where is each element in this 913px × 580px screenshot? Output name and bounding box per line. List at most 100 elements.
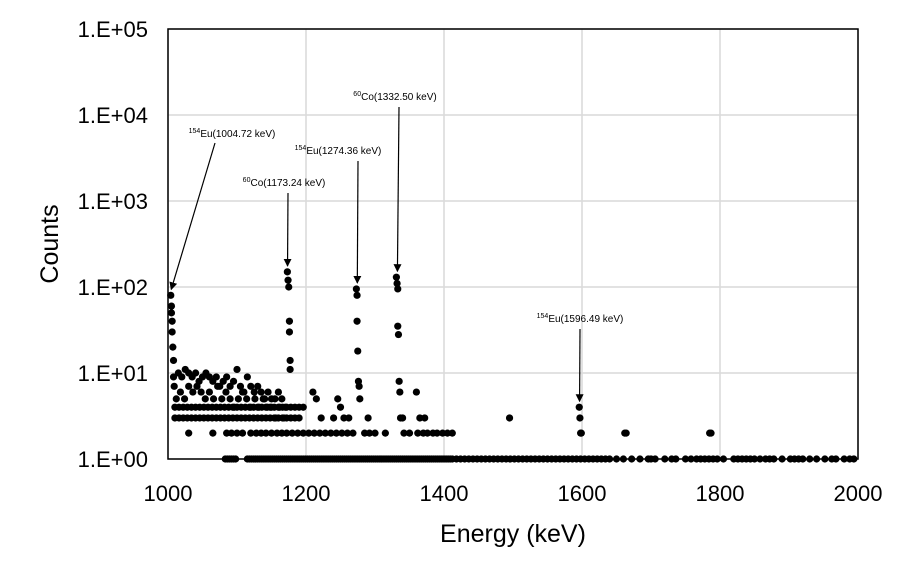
data-point — [294, 429, 302, 437]
data-point — [412, 388, 420, 396]
data-point — [336, 403, 345, 411]
data-point — [212, 373, 220, 381]
x-tick-label: 2000 — [834, 481, 883, 506]
data-point — [214, 382, 222, 390]
data-point — [243, 373, 251, 381]
data-point — [356, 395, 364, 403]
data-point — [218, 395, 226, 403]
data-point — [172, 395, 180, 403]
data-point — [343, 429, 351, 437]
x-axis-label: Energy (keV) — [440, 520, 586, 548]
data-point — [176, 388, 185, 396]
data-point — [338, 429, 346, 437]
data-point — [185, 382, 193, 390]
data-point — [396, 388, 404, 396]
peak-annotation: 154Eu(1004.72 keV) — [169, 128, 276, 291]
data-point — [251, 395, 259, 403]
data-point — [285, 283, 293, 291]
data-point — [505, 414, 514, 422]
data-point — [257, 388, 265, 396]
y-tick-label: 1.E+01 — [78, 361, 148, 386]
data-point — [262, 429, 270, 437]
data-point — [285, 317, 294, 325]
data-point — [201, 395, 209, 403]
data-point — [167, 291, 175, 299]
data-point — [284, 276, 292, 284]
data-point — [271, 395, 279, 403]
data-point — [353, 317, 361, 325]
data-point — [421, 414, 429, 422]
data-point — [197, 388, 205, 396]
x-tick-label: 1600 — [558, 481, 607, 506]
data-point — [285, 328, 294, 336]
data-point — [400, 429, 408, 437]
peak-annotation-label: 60Co(1173.24 keV) — [243, 177, 326, 189]
data-point — [299, 429, 307, 437]
data-point — [278, 395, 286, 403]
data-point — [286, 356, 294, 365]
data-point — [299, 403, 307, 411]
data-point — [305, 429, 313, 437]
data-points — [167, 268, 858, 463]
data-point — [267, 429, 276, 437]
x-tick-label: 1200 — [282, 481, 331, 506]
y-tick-label: 1.E+00 — [78, 447, 148, 472]
data-point — [393, 279, 401, 288]
data-point — [364, 414, 372, 422]
data-point — [170, 382, 178, 390]
data-point — [168, 317, 176, 325]
data-point — [622, 429, 630, 437]
data-point — [185, 429, 193, 437]
peak-annotation: 154Eu(1274.36 keV) — [295, 145, 381, 284]
data-point — [247, 382, 255, 390]
x-tick-label: 1400 — [420, 481, 469, 506]
data-point — [180, 395, 189, 403]
peak-annotation-label: 154Eu(1596.49 keV) — [537, 313, 624, 325]
data-point — [243, 395, 251, 403]
plot-area — [167, 28, 859, 460]
data-point — [169, 373, 178, 381]
x-tick-label: 1000 — [144, 481, 193, 506]
y-axis-tick-labels: 1.E+00 1.E+01 1.E+02 1.E+03 1.E+04 1.E+05 — [78, 17, 148, 472]
data-point — [205, 388, 213, 396]
data-point — [247, 429, 255, 437]
data-point — [354, 347, 362, 355]
data-point — [209, 429, 217, 437]
data-point — [222, 388, 230, 396]
data-point — [399, 414, 407, 422]
grid — [167, 28, 859, 460]
data-point — [316, 429, 324, 437]
data-point — [330, 414, 338, 422]
peak-annotation-label: 154Eu(1004.72 keV) — [189, 128, 276, 140]
data-point — [365, 429, 374, 437]
data-point — [223, 373, 231, 381]
data-point — [433, 429, 441, 437]
data-point — [381, 429, 389, 437]
peak-annotation-label: 60Co(1332.50 keV) — [353, 91, 436, 103]
data-point — [283, 268, 291, 276]
data-point — [309, 388, 317, 396]
y-axis-label: Counts — [36, 204, 64, 283]
data-point — [167, 302, 176, 310]
data-point — [226, 395, 234, 403]
data-point — [238, 388, 247, 396]
x-tick-label: 1800 — [696, 481, 745, 506]
data-point — [233, 429, 241, 437]
data-point — [405, 429, 414, 437]
data-point — [353, 291, 361, 299]
data-point — [448, 429, 456, 437]
data-point — [209, 395, 218, 403]
data-point — [312, 395, 320, 403]
data-point — [229, 377, 238, 385]
peak-annotation-arrow — [393, 106, 402, 273]
data-point — [310, 429, 318, 437]
data-point — [352, 285, 360, 293]
data-point — [286, 365, 294, 374]
peak-annotation-arrow — [169, 142, 216, 291]
data-point — [707, 429, 715, 437]
data-point — [321, 429, 329, 437]
data-point — [192, 369, 200, 377]
peak-annotation: 154Eu(1596.49 keV) — [537, 313, 624, 403]
x-axis-tick-labels: 1000 1200 1400 1600 1800 2000 — [144, 481, 883, 506]
